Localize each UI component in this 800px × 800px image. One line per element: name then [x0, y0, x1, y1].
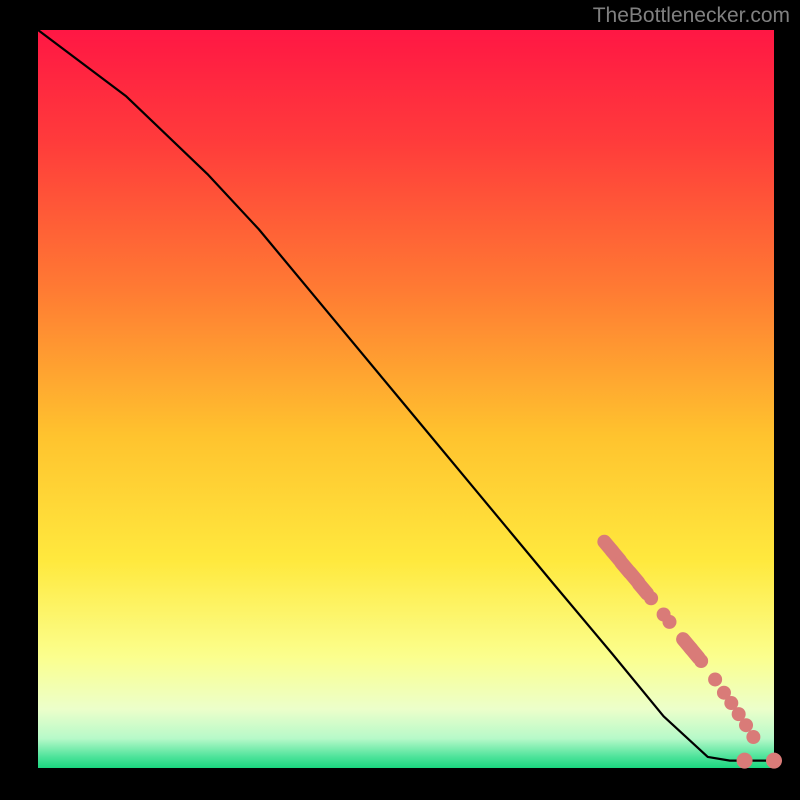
watermark-label: TheBottlenecker.com [593, 4, 790, 28]
marker-dot [694, 654, 708, 668]
marker-dot [662, 615, 676, 629]
marker-dot [746, 730, 760, 744]
bottleneck-chart: TheBottlenecker.com [0, 0, 800, 800]
marker-dot [708, 672, 722, 686]
marker-dot [644, 591, 658, 605]
plot-gradient [38, 30, 774, 768]
marker-dot [737, 753, 753, 769]
chart-svg [0, 0, 800, 800]
marker-capsule [639, 584, 647, 594]
marker-dot [739, 718, 753, 732]
marker-dot [766, 753, 782, 769]
